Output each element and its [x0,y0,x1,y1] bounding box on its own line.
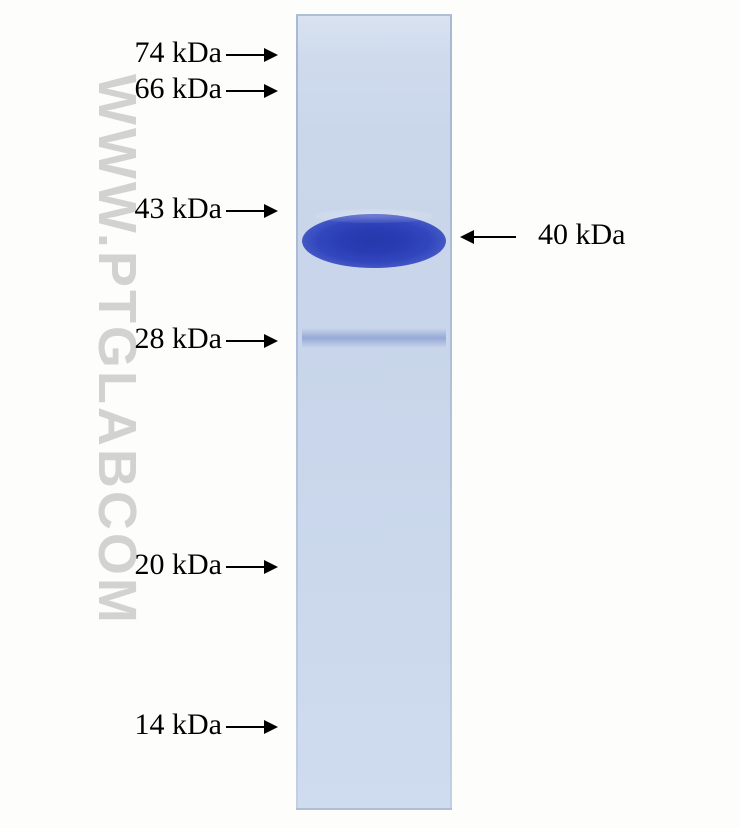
target-arrow [462,236,516,238]
target-annotation: 40 kDa [0,0,740,828]
target-label: 40 kDa [538,218,625,252]
